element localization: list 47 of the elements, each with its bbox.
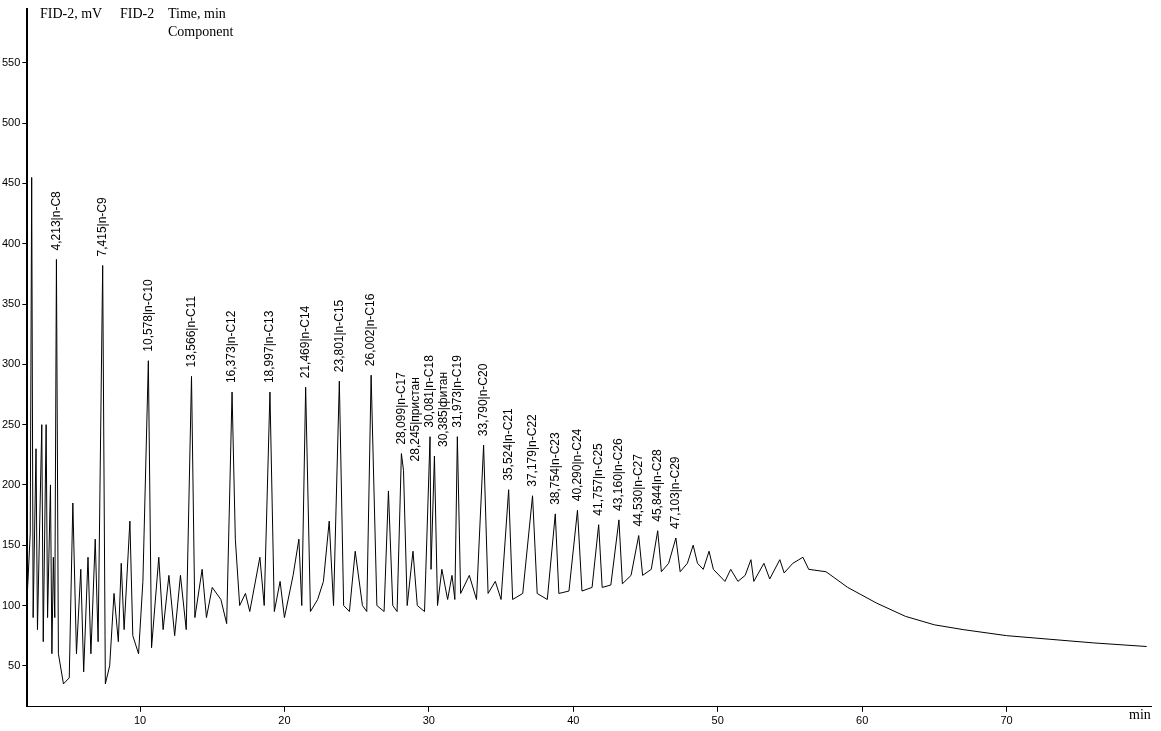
annotation: 33,790|n-C20 xyxy=(475,363,490,437)
annotation: 4,213|n-C8 xyxy=(48,190,63,251)
annotation: 44,530|n-C27 xyxy=(631,453,646,527)
y-tick-label: 550 xyxy=(1,55,21,68)
x-tick-label: 60 xyxy=(856,714,869,727)
annotation: 35,524|n-C21 xyxy=(500,407,515,481)
annotation: 38,754|n-C23 xyxy=(547,432,562,505)
y-tick-label: 100 xyxy=(1,598,21,611)
annotation: 30,081|n-C18 xyxy=(422,354,437,428)
y-tick-label: 50 xyxy=(8,658,21,671)
annotation: Component xyxy=(168,23,234,40)
annotation: 10,578|n-C10 xyxy=(140,278,155,352)
annotation: 23,801|n-C15 xyxy=(331,299,346,373)
annotation: 30,385|фитан xyxy=(436,371,451,447)
y-tick-label: 200 xyxy=(1,477,21,490)
annotation: 37,179|n-C22 xyxy=(524,413,539,487)
annotation: 18,997|n-C13 xyxy=(262,310,277,384)
y-tick-label: 500 xyxy=(1,116,21,129)
text: FID-2 xyxy=(120,5,155,22)
annotation: 13,566|n-C11 xyxy=(183,295,198,368)
annotation: 16,373|n-C12 xyxy=(224,310,239,384)
x-tick-label: 20 xyxy=(278,714,291,727)
y-axis-title: FID-2, mV xyxy=(40,5,103,22)
x-axis-title: min xyxy=(1129,706,1151,723)
x-tick-label: 70 xyxy=(1000,714,1013,727)
y-tick-label: 150 xyxy=(1,538,21,551)
x-tick-label: 50 xyxy=(711,714,724,727)
annotation: 31,973|n-C19 xyxy=(450,354,465,428)
x-tick-label: 40 xyxy=(567,714,580,727)
annotation: 7,415|n-C9 xyxy=(94,196,109,257)
y-tick-label: 350 xyxy=(1,297,21,310)
annotation: 28,099|n-C17 xyxy=(393,371,408,445)
annotation: Time, min xyxy=(168,5,226,22)
annotation: 26,002|n-C16 xyxy=(363,293,378,367)
y-tick-label: 400 xyxy=(1,236,21,249)
annotation: 47,103|n-C29 xyxy=(668,456,683,529)
annotation: 21,469|n-C14 xyxy=(297,305,312,379)
annotation: 43,160|n-C26 xyxy=(611,438,626,511)
annotation: 28,245|пристан xyxy=(407,377,422,462)
y-tick-label: 450 xyxy=(1,176,21,189)
x-tick-label: 30 xyxy=(422,714,435,727)
annotation: 45,844|n-C28 xyxy=(650,448,665,522)
y-tick-label: 300 xyxy=(1,357,21,370)
annotation: 40,290|n-C24 xyxy=(569,428,584,502)
annotation: 41,757|n-C25 xyxy=(590,442,605,516)
x-tick-label: 10 xyxy=(133,714,147,727)
y-tick-label: 250 xyxy=(1,417,21,430)
